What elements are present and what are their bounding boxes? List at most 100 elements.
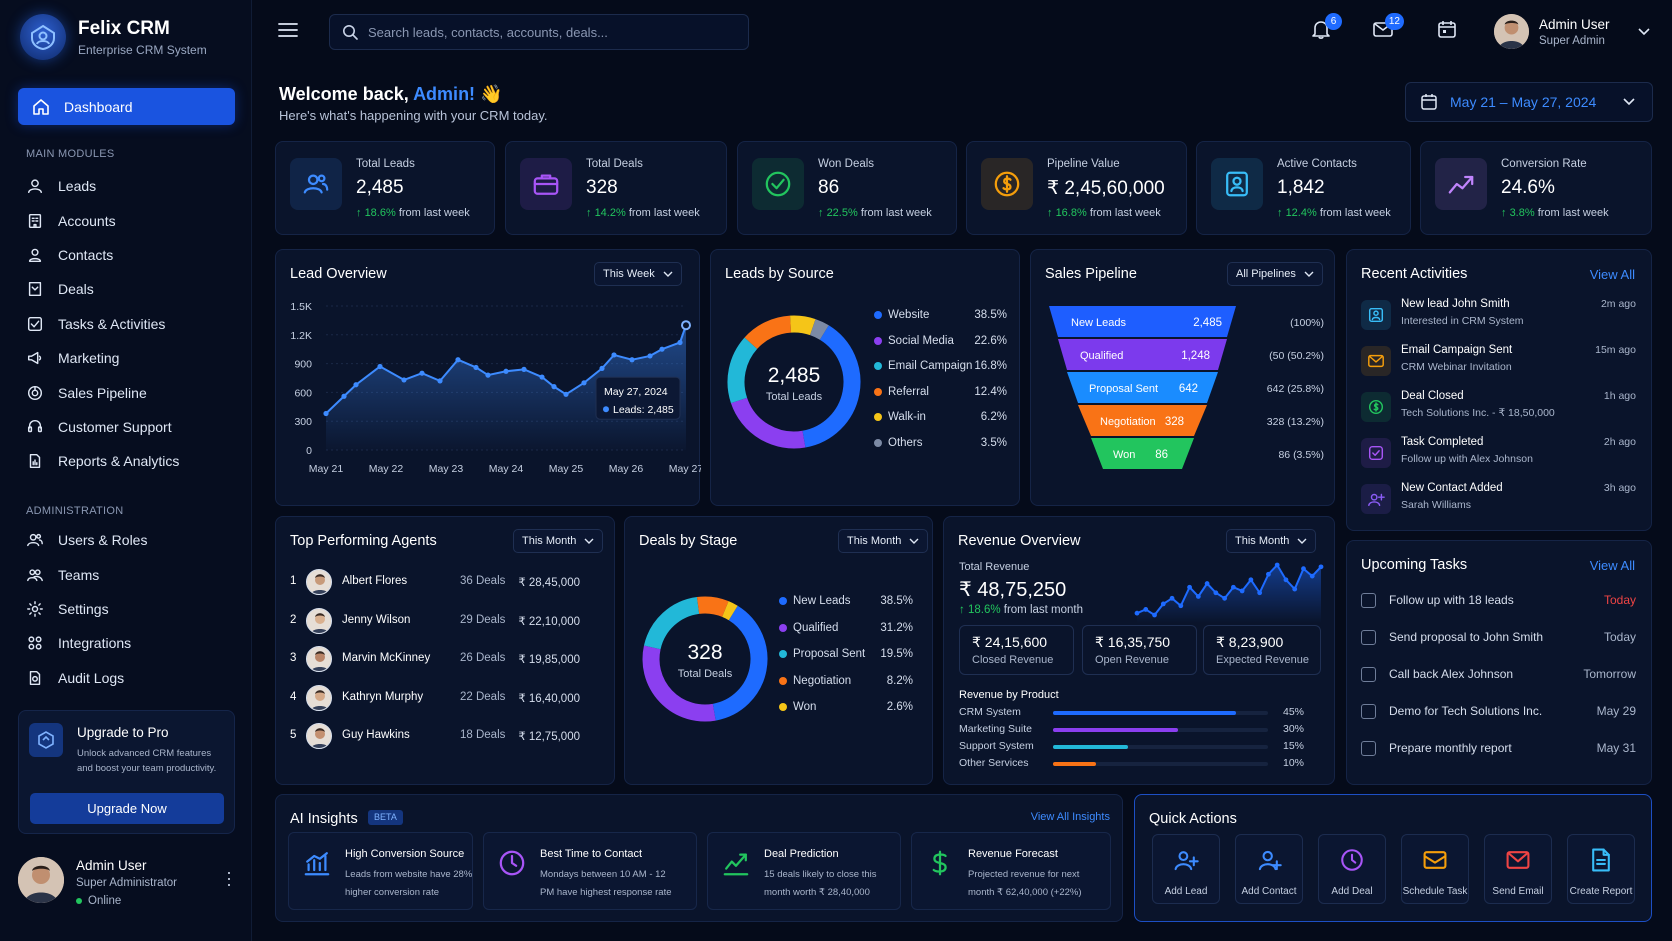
- funnel-stage[interactable]: [1078, 405, 1207, 436]
- sidebar-item-marketing[interactable]: Marketing: [26, 341, 236, 375]
- sidebar-item-contacts[interactable]: Contacts: [26, 238, 236, 272]
- quick-action-create-report[interactable]: Create Report: [1567, 834, 1635, 904]
- data-point[interactable]: [485, 372, 491, 378]
- sidebar-item-integrations[interactable]: Integrations: [26, 626, 236, 660]
- stat-card[interactable]: Active Contacts 1,842 ↑ 12.4% from last we…: [1196, 141, 1411, 235]
- data-point[interactable]: [503, 368, 509, 374]
- more-options-icon[interactable]: · · ·: [226, 862, 232, 894]
- quick-action-send-email[interactable]: Send Email: [1484, 834, 1552, 904]
- funnel-stage[interactable]: [1067, 372, 1218, 403]
- sidebar-item-accounts[interactable]: Accounts: [26, 203, 236, 237]
- user-menu[interactable]: Admin User Super Admin: [1494, 14, 1664, 50]
- task-checkbox[interactable]: [1361, 704, 1376, 719]
- notifications-button[interactable]: 6: [1310, 13, 1342, 40]
- stat-card[interactable]: Won Deals 86 ↑ 22.5% from last week: [737, 141, 957, 235]
- revenue-period-dropdown[interactable]: This Month: [1226, 529, 1317, 553]
- data-point[interactable]: [353, 382, 359, 388]
- data-point[interactable]: [563, 391, 569, 397]
- funnel-stage[interactable]: [1049, 306, 1236, 337]
- agent-row[interactable]: 2 Jenny Wilson 29 Deals ₹ 22,10,000: [290, 606, 580, 636]
- agents-period-dropdown[interactable]: This Month: [513, 529, 604, 553]
- task-checkbox[interactable]: [1361, 593, 1376, 608]
- data-point[interactable]: [611, 352, 617, 358]
- sidebar-item-users-roles[interactable]: Users & Roles: [26, 523, 236, 557]
- stat-card[interactable]: Conversion Rate 24.6% ↑ 3.8% from last wee…: [1420, 141, 1652, 235]
- messages-button[interactable]: 12: [1372, 13, 1404, 40]
- sidebar-item-customer-support[interactable]: Customer Support: [26, 410, 236, 444]
- pipeline-filter-dropdown[interactable]: All Pipelines: [1227, 262, 1323, 286]
- donut-slice[interactable]: [727, 337, 758, 404]
- funnel-stage[interactable]: [1058, 339, 1227, 370]
- activity-item[interactable]: New lead John Smith Interested in CRM Sys…: [1361, 298, 1636, 340]
- data-point[interactable]: [521, 366, 527, 372]
- stat-card[interactable]: Pipeline Value ₹ 2,45,60,000 ↑ 16.8% from …: [966, 141, 1187, 235]
- quick-action-schedule-task[interactable]: Schedule Task: [1401, 834, 1469, 904]
- sidebar-item-sales-pipeline[interactable]: Sales Pipeline: [26, 375, 236, 409]
- data-point[interactable]: [647, 353, 653, 359]
- data-point[interactable]: [473, 364, 479, 371]
- data-point[interactable]: [629, 357, 635, 363]
- data-point[interactable]: [455, 357, 461, 363]
- insight-item[interactable]: High Conversion Source Leads from website…: [288, 832, 473, 910]
- data-point[interactable]: [581, 380, 587, 386]
- search-input[interactable]: [368, 24, 728, 40]
- sidebar-item-deals[interactable]: Deals: [26, 272, 236, 306]
- activity-item[interactable]: Email Campaign Sent CRM Webinar Invitatio…: [1361, 344, 1636, 386]
- data-point[interactable]: [419, 370, 425, 376]
- deals-period-dropdown[interactable]: This Month: [838, 529, 929, 553]
- quick-action-add-lead[interactable]: Add Lead: [1152, 834, 1220, 904]
- agent-row[interactable]: 3 Marvin McKinney 26 Deals ₹ 19,85,000: [290, 644, 580, 674]
- view-all-insights-link[interactable]: View All Insights: [1030, 811, 1110, 823]
- activities-view-all-link[interactable]: View All: [1589, 267, 1635, 282]
- stat-card[interactable]: Total Leads 2,485 ↑ 18.6% from last week: [275, 141, 495, 235]
- donut-slice[interactable]: [643, 597, 700, 650]
- activity-item[interactable]: New Contact Added Sarah Williams 3h ago: [1361, 482, 1636, 524]
- donut-slice[interactable]: [712, 605, 768, 721]
- data-point[interactable]: [341, 393, 347, 399]
- task-checkbox[interactable]: [1361, 741, 1376, 756]
- sidebar-item-leads[interactable]: Leads: [26, 169, 236, 203]
- activity-item[interactable]: Task Completed Follow up with Alex Johnso…: [1361, 436, 1636, 478]
- insight-item[interactable]: Deal Prediction 15 deals likely to close …: [707, 832, 901, 910]
- donut-slice[interactable]: [642, 645, 716, 722]
- quick-action-add-deal[interactable]: Add Deal: [1318, 834, 1386, 904]
- data-point[interactable]: [377, 363, 383, 370]
- tasks-view-all-link[interactable]: View All: [1589, 558, 1635, 573]
- sidebar-item-reports-analytics[interactable]: Reports & Analytics: [26, 444, 236, 478]
- lead-overview-period-dropdown[interactable]: This Week: [594, 262, 682, 286]
- brand[interactable]: Felix CRM Enterprise CRM System: [20, 14, 207, 60]
- donut-slice[interactable]: [744, 315, 792, 350]
- data-point[interactable]: [677, 339, 683, 346]
- sidebar-user[interactable]: Admin User Super Administrator Online · ·…: [18, 855, 238, 911]
- donut-slice[interactable]: [790, 315, 816, 336]
- donut-slice[interactable]: [722, 601, 738, 621]
- agent-row[interactable]: 4 Kathryn Murphy 22 Deals ₹ 16,40,000: [290, 683, 580, 713]
- agent-row[interactable]: 1 Albert Flores 36 Deals ₹ 28,45,000: [290, 567, 580, 597]
- data-point[interactable]: [599, 365, 605, 371]
- data-point[interactable]: [551, 384, 557, 390]
- data-point[interactable]: [323, 410, 329, 417]
- insight-item[interactable]: Revenue Forecast Projected revenue for ne…: [911, 832, 1111, 910]
- agent-row[interactable]: 5 Guy Hawkins 18 Deals ₹ 12,75,000: [290, 721, 580, 751]
- global-search[interactable]: [329, 14, 749, 50]
- sidebar-item-tasks-activities[interactable]: Tasks & Activities: [26, 307, 236, 341]
- stat-card[interactable]: Total Deals 328 ↑ 14.2% from last week: [505, 141, 727, 235]
- sidebar-item-audit-logs[interactable]: Audit Logs: [26, 661, 236, 695]
- data-point[interactable]: [681, 320, 691, 331]
- donut-slice[interactable]: [730, 397, 806, 449]
- data-point[interactable]: [401, 377, 407, 383]
- data-point[interactable]: [539, 374, 545, 380]
- insight-item[interactable]: Best Time to Contact Mondays between 10 A…: [483, 832, 697, 910]
- hamburger-menu-icon[interactable]: [278, 22, 298, 38]
- donut-slice[interactable]: [809, 319, 829, 340]
- task-checkbox[interactable]: [1361, 667, 1376, 682]
- quick-action-add-contact[interactable]: Add Contact: [1235, 834, 1303, 904]
- upgrade-now-button[interactable]: Upgrade Now: [30, 793, 224, 824]
- activity-item[interactable]: Deal Closed Tech Solutions Inc. - ₹ 18,50…: [1361, 390, 1636, 432]
- date-range-picker[interactable]: May 21 – May 27, 2024: [1405, 82, 1653, 122]
- calendar-button[interactable]: [1436, 18, 1458, 40]
- sidebar-item-teams[interactable]: Teams: [26, 557, 236, 591]
- data-point[interactable]: [437, 378, 443, 384]
- data-point[interactable]: [659, 346, 665, 352]
- sidebar-item-dashboard[interactable]: Dashboard: [18, 88, 235, 125]
